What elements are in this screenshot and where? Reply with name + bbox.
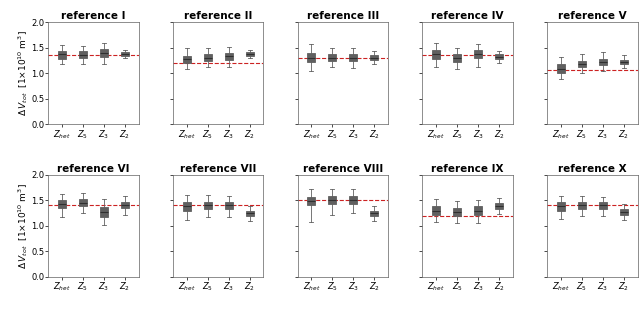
PathPatch shape bbox=[474, 206, 482, 215]
Title: reference VIII: reference VIII bbox=[303, 164, 383, 174]
PathPatch shape bbox=[370, 211, 379, 216]
Y-axis label: $\Delta\,V_{tot}$  [1×10$^{10}$ m$^3$]: $\Delta\,V_{tot}$ [1×10$^{10}$ m$^3$] bbox=[15, 30, 30, 116]
PathPatch shape bbox=[79, 199, 87, 206]
PathPatch shape bbox=[350, 196, 357, 204]
PathPatch shape bbox=[307, 197, 316, 205]
PathPatch shape bbox=[620, 210, 628, 215]
Title: reference VI: reference VI bbox=[57, 164, 129, 174]
PathPatch shape bbox=[599, 202, 607, 209]
PathPatch shape bbox=[121, 52, 129, 56]
PathPatch shape bbox=[557, 64, 565, 73]
PathPatch shape bbox=[599, 59, 607, 65]
PathPatch shape bbox=[246, 52, 254, 56]
PathPatch shape bbox=[100, 49, 108, 57]
Title: reference IX: reference IX bbox=[431, 164, 504, 174]
PathPatch shape bbox=[474, 50, 482, 58]
Y-axis label: $\Delta\,V_{tot}$  [1×10$^{10}$ m$^3$]: $\Delta\,V_{tot}$ [1×10$^{10}$ m$^3$] bbox=[15, 183, 30, 269]
PathPatch shape bbox=[121, 202, 129, 209]
PathPatch shape bbox=[328, 196, 336, 204]
PathPatch shape bbox=[350, 54, 357, 61]
PathPatch shape bbox=[370, 55, 379, 60]
Title: reference I: reference I bbox=[61, 11, 126, 22]
PathPatch shape bbox=[453, 54, 461, 62]
PathPatch shape bbox=[453, 208, 461, 216]
PathPatch shape bbox=[100, 207, 108, 217]
PathPatch shape bbox=[225, 53, 232, 60]
Title: reference IV: reference IV bbox=[431, 11, 504, 22]
Title: reference X: reference X bbox=[558, 164, 627, 174]
PathPatch shape bbox=[495, 54, 503, 59]
Title: reference V: reference V bbox=[558, 11, 627, 22]
PathPatch shape bbox=[183, 202, 191, 211]
PathPatch shape bbox=[58, 200, 66, 208]
PathPatch shape bbox=[183, 56, 191, 63]
Title: reference III: reference III bbox=[307, 11, 379, 22]
PathPatch shape bbox=[495, 204, 503, 209]
PathPatch shape bbox=[328, 54, 336, 61]
PathPatch shape bbox=[204, 54, 212, 61]
PathPatch shape bbox=[79, 51, 87, 59]
PathPatch shape bbox=[225, 202, 232, 209]
PathPatch shape bbox=[620, 60, 628, 64]
PathPatch shape bbox=[307, 53, 316, 62]
Title: reference II: reference II bbox=[184, 11, 252, 22]
Title: reference VII: reference VII bbox=[180, 164, 256, 174]
PathPatch shape bbox=[204, 202, 212, 209]
PathPatch shape bbox=[58, 51, 66, 59]
PathPatch shape bbox=[578, 202, 586, 209]
PathPatch shape bbox=[578, 61, 586, 67]
PathPatch shape bbox=[432, 50, 440, 59]
PathPatch shape bbox=[557, 202, 565, 211]
PathPatch shape bbox=[246, 211, 254, 216]
PathPatch shape bbox=[432, 206, 440, 215]
